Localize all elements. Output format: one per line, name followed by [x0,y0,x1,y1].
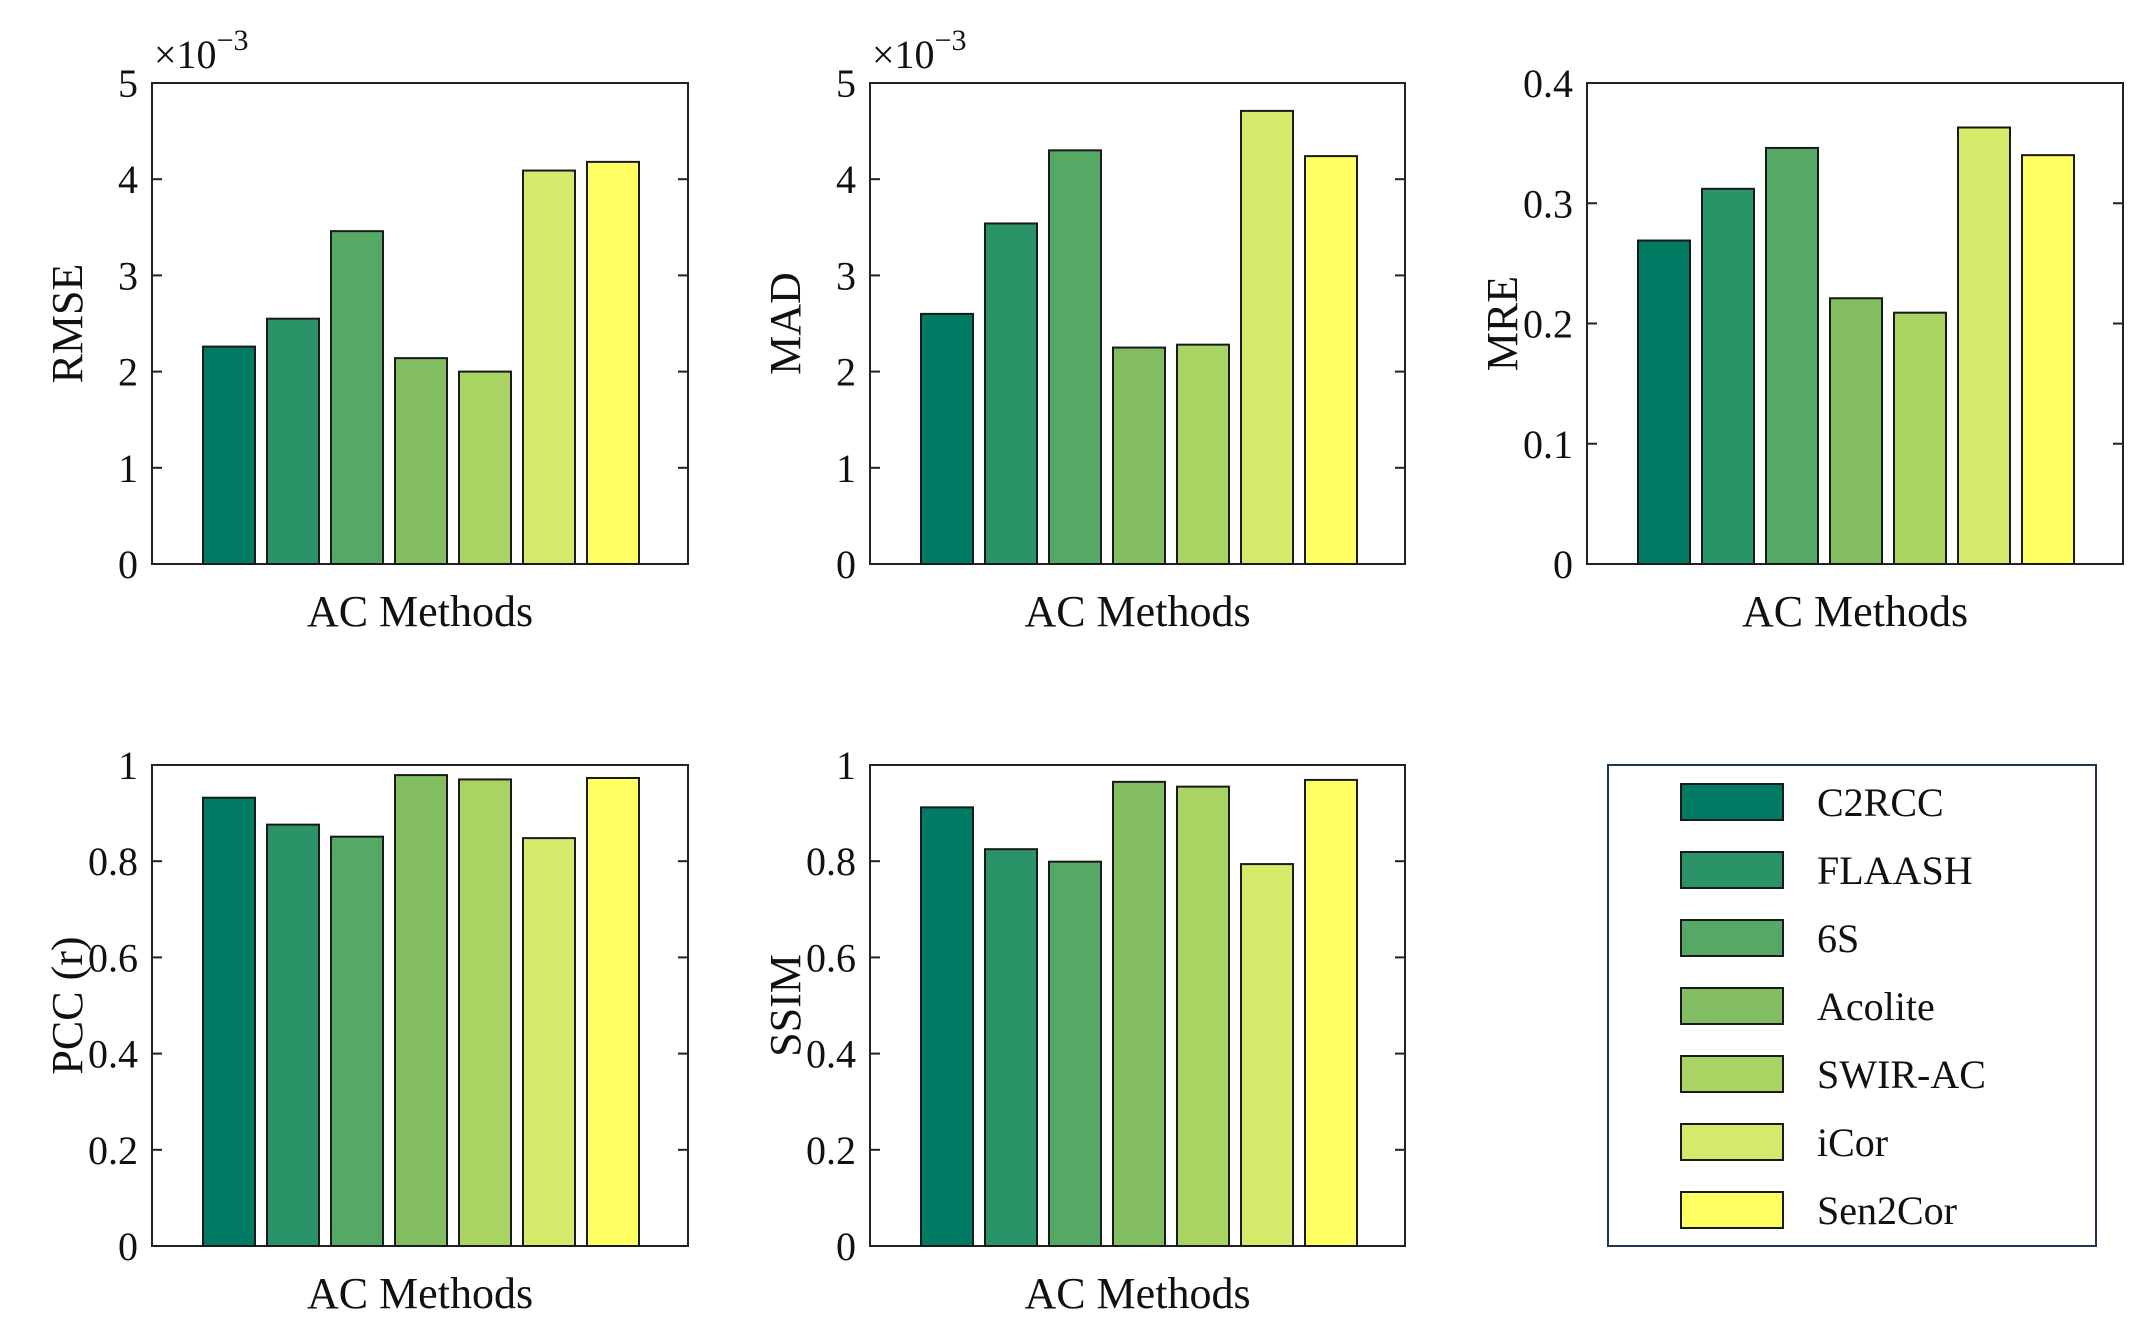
y-tick-label: 0.3 [1523,181,1573,226]
legend-label: FLAASH [1817,848,1973,893]
bar-acolite [1829,297,1883,565]
bar-acolite [394,774,448,1247]
axis-multiplier: ×10−3 [872,24,966,77]
bar-sen2cor [1304,778,1358,1247]
bar-icor [1240,109,1294,565]
bar-c2rcc [920,806,974,1247]
bar-acolite [394,357,448,565]
y-tick-label: 0 [836,1224,856,1269]
y-tick-label: 0.2 [1523,302,1573,347]
bar-c2rcc [202,796,256,1247]
y-tick-label: 3 [836,253,856,298]
bar-sen2cor [586,160,640,565]
y-axis-label: MAD [761,272,810,375]
x-axis-label: AC Methods [307,587,533,636]
x-axis-label: AC Methods [307,1269,533,1318]
legend-swatch [1680,1055,1784,1093]
y-tick-label: 5 [836,61,856,106]
bar-sen2cor [2021,154,2075,565]
y-tick-label: 3 [118,253,138,298]
y-tick-label: 0.4 [806,1032,856,1077]
y-tick-label: 0.4 [1523,61,1573,106]
legend-swatch [1680,1191,1784,1229]
x-axis-label: AC Methods [1742,587,1968,636]
bar-icor [522,169,576,566]
y-tick-label: 1 [836,446,856,491]
legend-label: SWIR-AC [1817,1052,1986,1097]
y-tick-label: 4 [836,157,856,202]
bar-sen2cor [1304,155,1358,565]
y-tick-label: 0.1 [1523,422,1573,467]
bar-icor [1240,863,1294,1247]
chart-panel-2: 0 1 2 3 4 5 MAD AC Methods ×10−3 [761,24,1406,636]
bar-6s [1048,149,1102,565]
bar-flaash [984,848,1038,1247]
legend-label: C2RCC [1817,780,1944,825]
y-tick-label: 0 [836,542,856,587]
legend-label: Sen2Cor [1817,1188,1957,1233]
y-tick-label: 0 [1553,542,1573,587]
y-tick-label: 0 [118,542,138,587]
y-tick-label: 1 [118,743,138,788]
bar-flaash [266,823,320,1247]
y-tick-label: 1 [836,743,856,788]
x-axis-label: AC Methods [1024,587,1250,636]
y-tick-label: 0.6 [806,935,856,980]
bar-6s [330,835,384,1247]
chart-panel-5: 0 0.2 0.4 0.6 0.8 1 SSIM AC Methods [761,743,1406,1318]
bar-swir-ac [458,370,512,565]
y-tick-label: 5 [118,61,138,106]
legend-label: Acolite [1817,984,1935,1029]
bar-swir-ac [1176,785,1230,1248]
legend-label: 6S [1817,916,1859,961]
y-axis-label: MRE [1478,276,1527,371]
y-axis-label: PCC (r) [43,936,92,1074]
chart-panel-1: 0 1 2 3 4 5 RMSE AC Methods ×10−3 [43,24,689,636]
bar-6s [330,230,384,565]
y-tick-label: 0.2 [806,1128,856,1173]
chart-panel-4: 0 0.2 0.4 0.6 0.8 1 PCC (r) AC Methods [43,743,689,1318]
y-tick-label: 0.6 [88,935,138,980]
bar-icor [1957,126,2011,566]
legend-swatch [1680,919,1784,957]
y-tick-label: 0 [118,1224,138,1269]
bar-flaash [1701,187,1755,565]
y-tick-label: 4 [118,157,138,202]
y-tick-label: 2 [118,350,138,395]
bar-acolite [1112,780,1166,1248]
y-tick-label: 0.4 [88,1032,138,1077]
y-tick-label: 0.2 [88,1128,138,1173]
legend-swatch [1680,851,1784,889]
legend-label: iCor [1817,1120,1888,1165]
legend-swatch [1680,783,1784,821]
legend-swatch [1680,1123,1784,1161]
x-axis-label: AC Methods [1024,1269,1250,1318]
bar-sen2cor [586,776,640,1247]
y-axis-label: RMSE [43,264,92,384]
bar-swir-ac [1893,311,1947,565]
bar-flaash [266,317,320,565]
bar-swir-ac [458,778,512,1247]
legend-box [1607,764,2097,1247]
bar-6s [1765,146,1819,565]
y-tick-label: 0.8 [806,839,856,884]
bar-c2rcc [202,345,256,566]
legend: C2RCC FLAASH 6S Acolite SWIR-AC iCor Sen2Cor [1607,764,2097,1247]
y-tick-label: 0.8 [88,839,138,884]
legend-swatch [1680,987,1784,1025]
bar-swir-ac [1176,343,1230,565]
y-tick-label: 2 [836,350,856,395]
y-tick-label: 1 [118,446,138,491]
y-axis-label: SSIM [761,954,810,1057]
bar-flaash [984,222,1038,565]
bar-acolite [1112,346,1166,565]
bar-c2rcc [1637,239,1691,565]
bar-6s [1048,860,1102,1248]
chart-panel-3: 0 0.1 0.2 0.3 0.4 MRE AC Methods [1478,61,2124,636]
axis-multiplier: ×10−3 [154,24,248,77]
bar-c2rcc [920,312,974,565]
bar-icor [522,837,576,1247]
